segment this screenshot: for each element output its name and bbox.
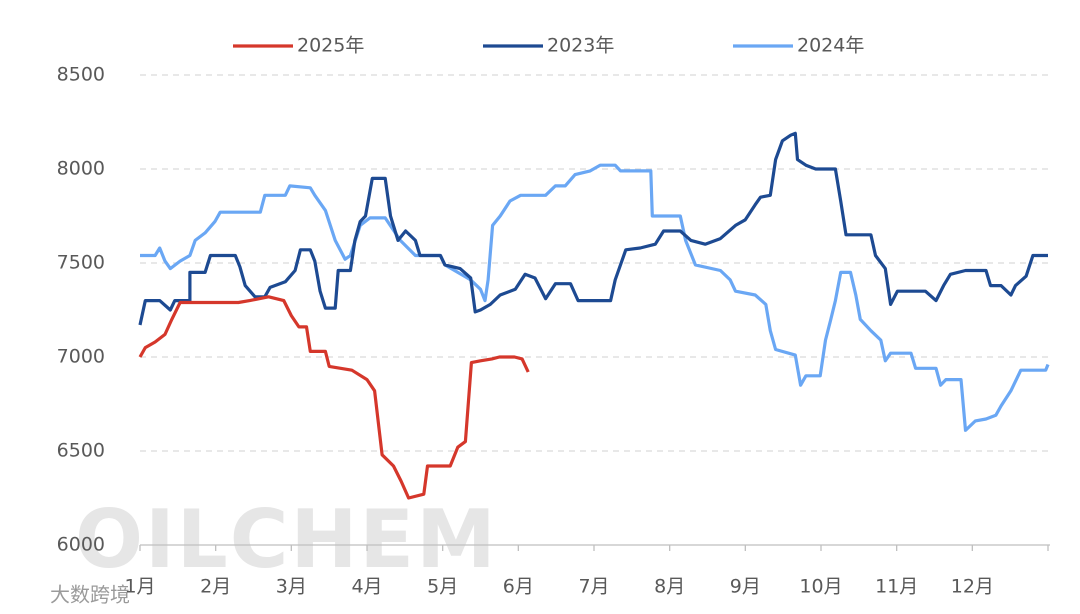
- y-tick-label: 6000: [57, 534, 105, 556]
- corner-mark: 大数跨境: [50, 583, 130, 607]
- y-tick-label: 7000: [57, 346, 105, 368]
- legend: 2025年 2023年 2024年: [233, 35, 864, 57]
- line-series: [138, 131, 1048, 326]
- y-tick-label: 7500: [57, 252, 105, 274]
- x-tick-label: 4月: [351, 576, 382, 598]
- y-tick-label: 8000: [57, 158, 105, 180]
- legend-label: 2025年: [297, 35, 364, 57]
- line-series: [138, 295, 530, 500]
- legend-label: 2023年: [547, 35, 614, 57]
- x-tick-label: 8月: [654, 576, 685, 598]
- y-tick-label: 8500: [57, 64, 105, 86]
- legend-label: 2024年: [797, 35, 864, 57]
- x-tick-label: 1月: [124, 576, 155, 598]
- x-tick-label: 10月: [799, 576, 842, 598]
- x-tick-label: 6月: [503, 576, 534, 598]
- x-tick-label: 12月: [951, 576, 994, 598]
- x-tick-label: 3月: [276, 576, 307, 598]
- line-series: [140, 163, 1050, 432]
- x-tick-label: 2月: [200, 576, 231, 598]
- watermark: OILCHEM: [75, 493, 498, 586]
- x-tick-label: 9月: [730, 576, 761, 598]
- plot-area: [138, 131, 1050, 500]
- x-tick-label: 7月: [578, 576, 609, 598]
- x-tick-label: 5月: [427, 576, 458, 598]
- x-tick-label: 11月: [875, 576, 918, 598]
- y-tick-label: 6500: [57, 440, 105, 462]
